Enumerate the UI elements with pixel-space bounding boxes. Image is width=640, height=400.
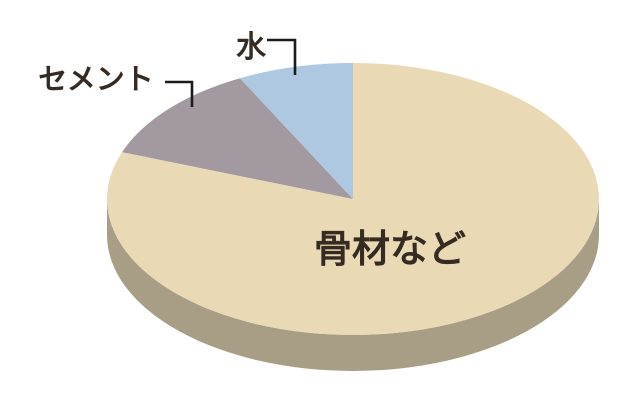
label-aggregate: 骨材など <box>314 226 466 271</box>
label-water: 水 <box>236 30 267 65</box>
pie-side-depth <box>107 199 599 371</box>
label-cement: セメント <box>38 62 153 96</box>
water-callout-line <box>267 38 297 75</box>
pie-slice-water <box>239 63 353 199</box>
cement-callout-line <box>165 80 194 107</box>
pie-slice-cement <box>122 78 353 199</box>
pie-slice-aggregate <box>107 63 600 335</box>
